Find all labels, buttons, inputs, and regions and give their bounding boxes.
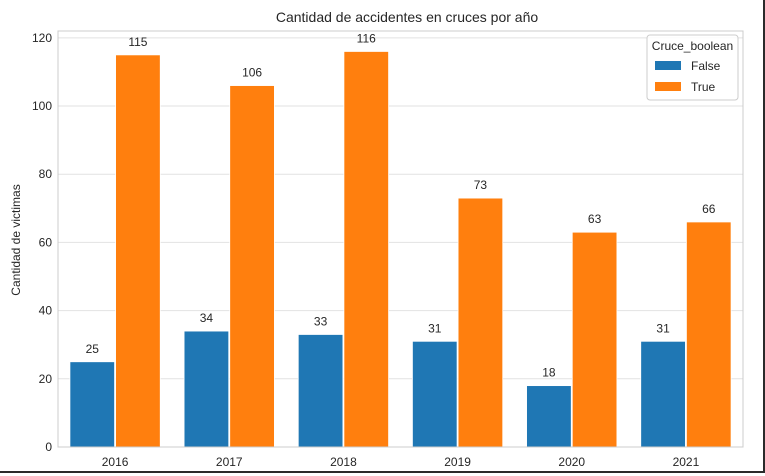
legend-label-false: False <box>691 59 721 73</box>
x-tick-label: 2021 <box>673 455 700 469</box>
data-label: 34 <box>200 311 214 325</box>
data-label: 66 <box>702 202 716 216</box>
data-label: 115 <box>128 35 147 49</box>
bar-false-2018 <box>297 334 344 448</box>
bar-true-2020 <box>571 231 618 448</box>
bar-false-2016 <box>69 361 115 448</box>
legend-items: False True <box>655 59 721 94</box>
y-tick-label: 100 <box>32 99 52 113</box>
y-tick-label: 60 <box>39 235 53 249</box>
x-tick-label: 2019 <box>444 455 471 469</box>
bar-true-2021 <box>686 221 732 448</box>
legend-label-true: True <box>691 80 716 94</box>
legend-title: Cruce_boolean <box>652 39 733 53</box>
bar-false-2017 <box>183 330 230 448</box>
bar-true-2019 <box>457 197 504 448</box>
bar-false-2020 <box>526 385 572 448</box>
y-axis-label: Cantidad de victimas <box>9 184 23 295</box>
gridlines <box>58 37 743 448</box>
y-tick-label: 20 <box>39 372 53 386</box>
y-tick-label: 0 <box>45 440 52 454</box>
data-label: 18 <box>542 366 556 380</box>
bars <box>69 51 732 448</box>
data-label: 116 <box>357 31 376 45</box>
x-tick-label: 2016 <box>102 455 129 469</box>
legend-swatch-false <box>655 61 681 70</box>
x-tick-labels: 2016 2017 2018 2019 2020 2021 <box>102 455 700 469</box>
x-tick-label: 2020 <box>558 455 585 469</box>
legend: Cruce_boolean False True <box>646 34 739 101</box>
x-tick-label: 2017 <box>216 455 243 469</box>
y-tick-label: 120 <box>32 31 52 45</box>
data-label: 33 <box>314 314 328 328</box>
y-tick-label: 80 <box>39 167 53 181</box>
data-labels: 25 115 34 106 33 116 31 73 18 63 31 66 <box>86 31 716 379</box>
chart-title: Cantidad de accidentes en cruces por año <box>276 9 538 25</box>
bar-false-2019 <box>412 340 458 448</box>
bar-false-2021 <box>640 340 686 448</box>
data-label: 31 <box>656 321 670 335</box>
bar-true-2016 <box>115 54 161 448</box>
data-label: 25 <box>86 342 100 356</box>
plot-area-border <box>57 30 744 448</box>
bar-true-2018 <box>343 51 389 448</box>
data-label: 73 <box>474 178 488 192</box>
bar-true-2017 <box>229 85 275 448</box>
y-tick-label: 40 <box>39 304 53 318</box>
data-label: 63 <box>588 212 602 226</box>
y-tick-labels: 0 20 40 60 80 100 120 <box>32 31 52 454</box>
data-label: 31 <box>428 321 442 335</box>
data-label: 106 <box>242 66 262 80</box>
legend-swatch-true <box>655 82 681 91</box>
x-tick-label: 2018 <box>330 455 357 469</box>
